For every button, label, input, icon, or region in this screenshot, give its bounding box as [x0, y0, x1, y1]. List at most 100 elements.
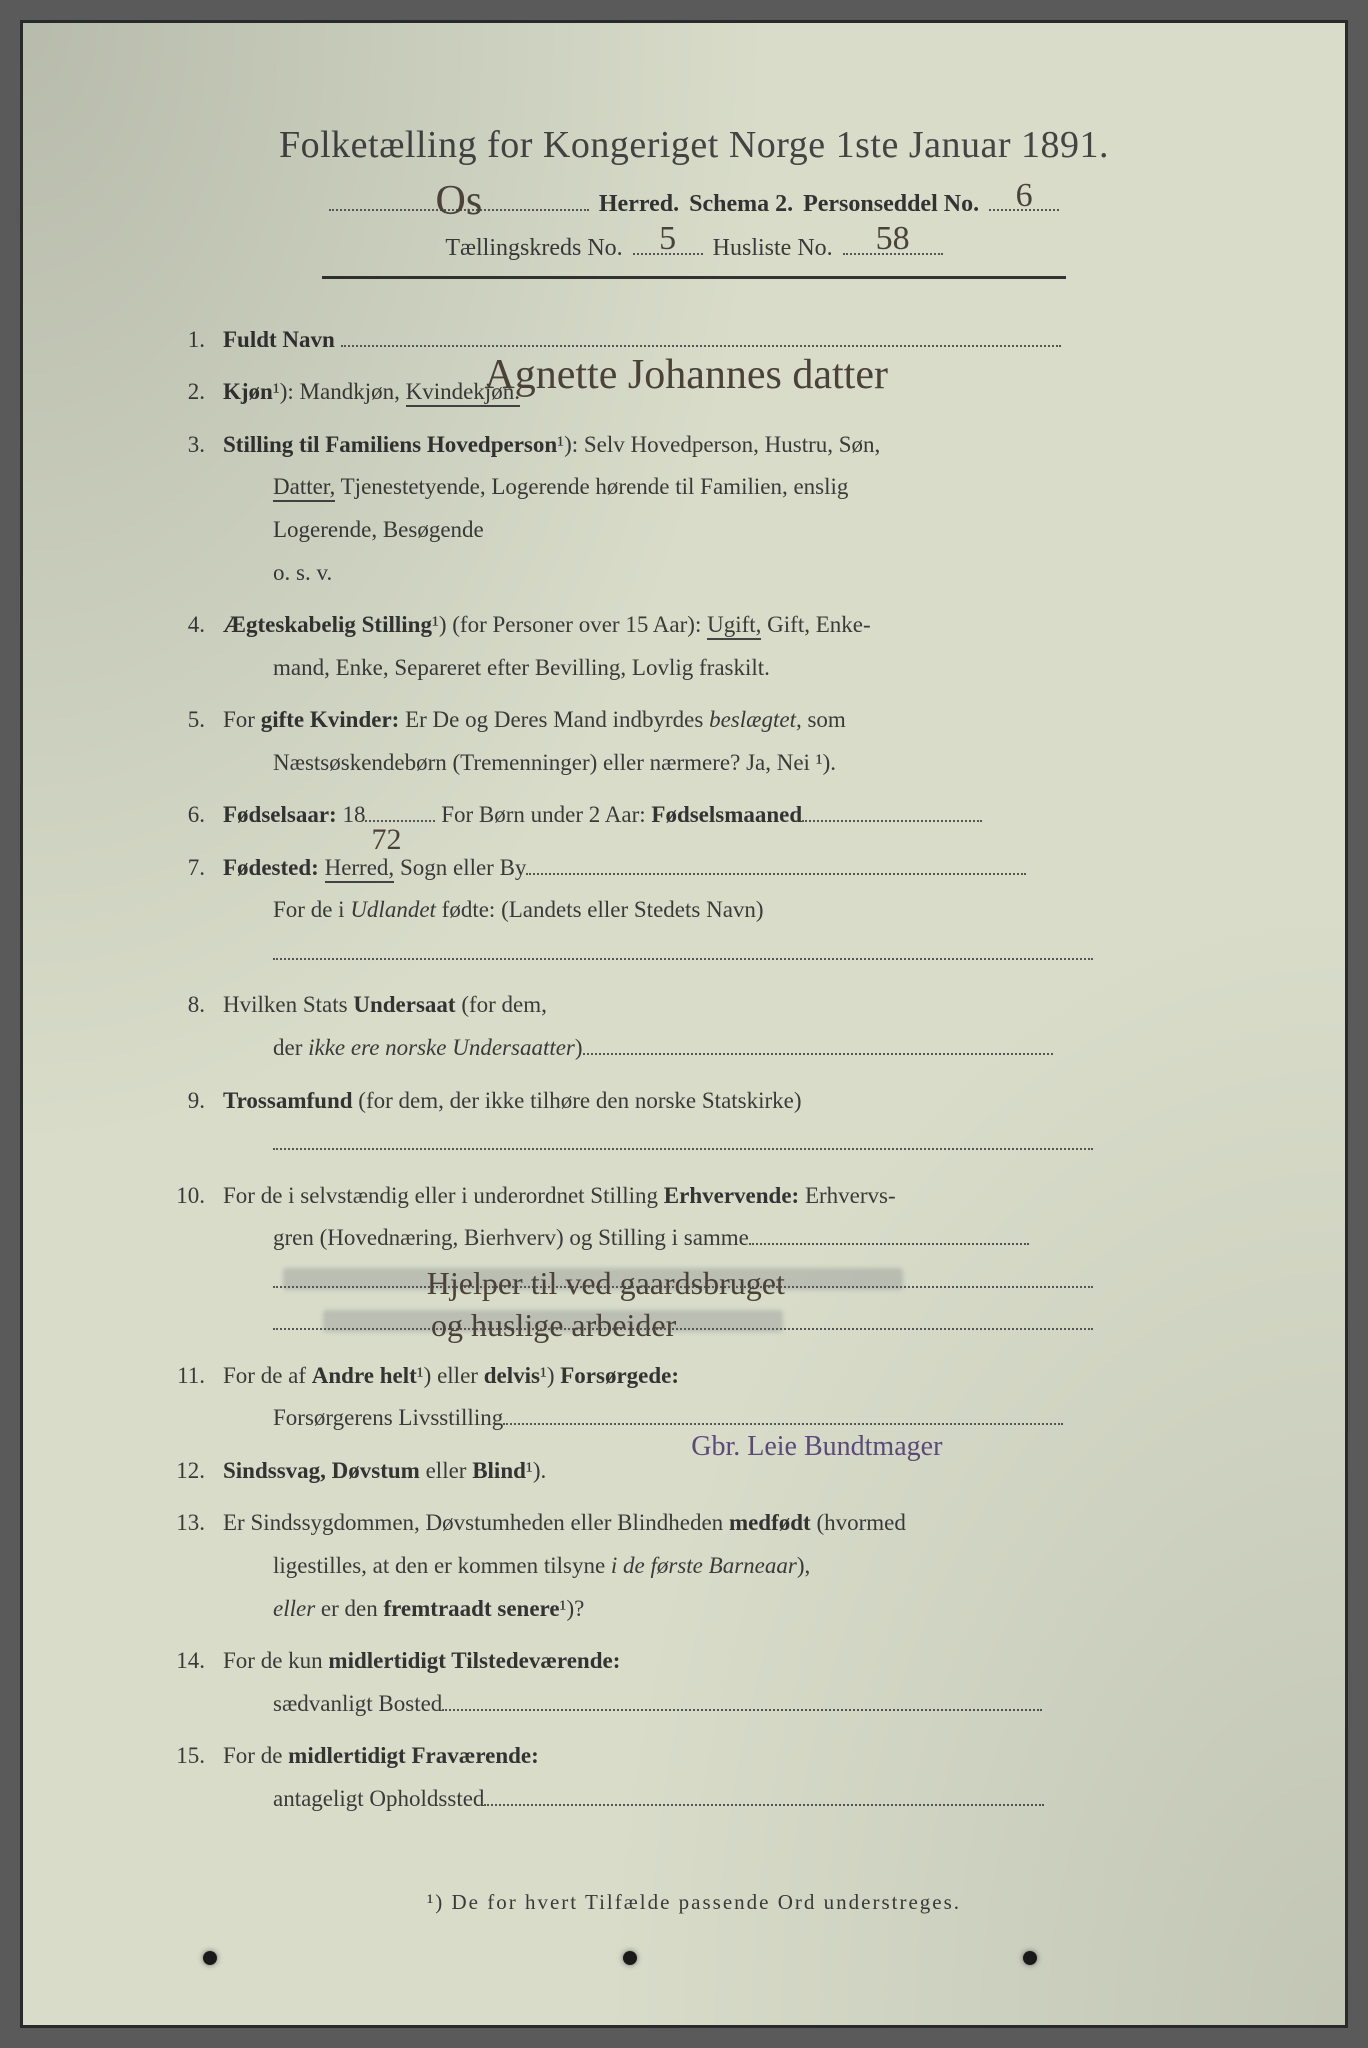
- text: ¹): Mandkjøn,: [273, 379, 406, 404]
- text-italic: eller: [273, 1596, 315, 1621]
- item-body: For gifte Kvinder: Er De og Deres Mand i…: [223, 699, 1225, 784]
- item-body: Stilling til Familiens Hovedperson¹): Se…: [223, 424, 1225, 594]
- item-num: 7.: [163, 847, 223, 975]
- item-6: 6. Fødselsaar: 1872 For Børn under 2 Aar…: [163, 794, 1225, 837]
- item-8: 8. Hvilken Stats Undersaat (for dem, der…: [163, 984, 1225, 1069]
- item-num: 1.: [163, 319, 223, 362]
- subheader-line-2: Tællingskreds No. 5 Husliste No. 58: [163, 228, 1225, 261]
- item-body: Ægteskabelig Stilling¹) (for Personer ov…: [223, 604, 1225, 689]
- text: Hvilken Stats: [223, 992, 353, 1017]
- text: ¹)?: [560, 1596, 585, 1621]
- personseddel-handwriting: 6: [1016, 177, 1033, 215]
- name-field: Agnette Johannes datter: [341, 345, 1061, 347]
- subheader-line-1: Os Herred. Schema 2. Personseddel No. 6: [163, 185, 1225, 218]
- year-field: 72: [365, 820, 435, 822]
- label-undersaat: Undersaat: [353, 992, 455, 1017]
- text: (for dem, der ikke tilhøre den norske St…: [353, 1088, 802, 1113]
- text: Gift, Enke-: [761, 612, 870, 637]
- divider: [322, 276, 1065, 279]
- cont: der ikke ere norske Undersaatter): [223, 1027, 1225, 1070]
- label-fravaerende: midlertidigt Fraværende:: [288, 1743, 539, 1768]
- cont: sædvanligt Bosted: [223, 1683, 1225, 1726]
- item-body: For de i selvstændig eller i underordnet…: [223, 1175, 1225, 1345]
- item-body: Fødselsaar: 1872 For Børn under 2 Aar: F…: [223, 794, 1225, 837]
- cont: Hjelper til ved gaardsbruget: [223, 1260, 1093, 1300]
- cont: og huslige arbeider: [223, 1302, 1093, 1342]
- item-num: 3.: [163, 424, 223, 594]
- text: er den: [315, 1596, 383, 1621]
- cont: For de i Udlandet fødte: (Landets eller …: [223, 889, 1225, 932]
- text: Sogn eller By: [394, 855, 526, 880]
- husliste-label: Husliste No.: [713, 235, 833, 262]
- kreds-handwriting: 5: [659, 220, 676, 258]
- item-1: 1. Fuldt Navn Agnette Johannes datter: [163, 319, 1225, 362]
- label-andre: Andre helt: [312, 1363, 417, 1388]
- blank-line: [583, 1053, 1053, 1055]
- text: (hvormed: [811, 1510, 906, 1535]
- item-body: Fuldt Navn Agnette Johannes datter: [223, 319, 1225, 362]
- text: For de af: [223, 1363, 312, 1388]
- text: sædvanligt Bosted: [273, 1691, 442, 1716]
- herred-label: Herred.: [599, 191, 679, 218]
- hole-punch: [623, 1951, 637, 1965]
- label-fuldt-navn: Fuldt Navn: [223, 327, 335, 352]
- cont: antageligt Opholdssted: [223, 1778, 1225, 1821]
- cont: o. s. v.: [223, 552, 1225, 595]
- kreds-field: 5: [633, 228, 703, 254]
- text-italic: i de første Barneaar: [611, 1553, 797, 1578]
- label-maaned: Fødselsmaaned: [651, 802, 802, 827]
- item-num: 8.: [163, 984, 223, 1069]
- text: [319, 855, 325, 880]
- label-gifte: gifte Kvinder:: [261, 707, 400, 732]
- text: ¹) (for Personer over 15 Aar):: [432, 612, 707, 637]
- item-num: 9.: [163, 1080, 223, 1165]
- text: For Børn under 2 Aar:: [435, 802, 651, 827]
- item-num: 14.: [163, 1640, 223, 1725]
- provider-handwriting: Gbr. Leie Bundtmager: [691, 1421, 942, 1473]
- text-italic: beslægtet,: [709, 707, 802, 732]
- herred-handwriting: Os: [436, 177, 483, 225]
- item-num: 11.: [163, 1355, 223, 1440]
- cont: Forsørgerens Livsstilling Gbr. Leie Bund…: [223, 1397, 1063, 1440]
- item-3: 3. Stilling til Familiens Hovedperson¹):…: [163, 424, 1225, 594]
- text: ¹).: [526, 1458, 546, 1483]
- text: ¹): Selv Hovedperson, Hustru, Søn,: [557, 432, 880, 457]
- item-15: 15. For de midlertidigt Fraværende: anta…: [163, 1735, 1225, 1820]
- datter-underlined: Datter,: [273, 474, 335, 502]
- blank-line: [484, 1804, 1044, 1806]
- text: ¹) eller: [417, 1363, 484, 1388]
- item-num: 10.: [163, 1175, 223, 1345]
- item-body: Trossamfund (for dem, der ikke tilhøre d…: [223, 1080, 1225, 1165]
- label-erhvervende: Erhvervende:: [664, 1183, 799, 1208]
- blank-line: [273, 1148, 1093, 1150]
- text-italic: Udlandet: [350, 897, 436, 922]
- cont: [223, 932, 1225, 975]
- text: Erhvervs-: [799, 1183, 895, 1208]
- husliste-handwriting: 58: [876, 220, 910, 258]
- label-delvis: delvis: [484, 1363, 540, 1388]
- cont: mand, Enke, Separeret efter Bevilling, L…: [223, 647, 1225, 690]
- cont: Datter, Tjenestetyende, Logerende hørend…: [223, 466, 1225, 509]
- item-num: 4.: [163, 604, 223, 689]
- herred-field: Os: [329, 185, 589, 211]
- text: Er De og Deres Mand indbyrdes: [399, 707, 709, 732]
- item-num: 2.: [163, 371, 223, 414]
- cont: ligestilles, at den er kommen tilsyne i …: [223, 1545, 1225, 1588]
- personseddel-field: 6: [989, 185, 1059, 211]
- text: For de kun: [223, 1648, 328, 1673]
- place-field: [526, 873, 1026, 875]
- hole-punch: [1023, 1951, 1037, 1965]
- item-14: 14. For de kun midlertidigt Tilstedevære…: [163, 1640, 1225, 1725]
- item-body: Hvilken Stats Undersaat (for dem, der ik…: [223, 984, 1225, 1069]
- schema-label: Schema 2.: [689, 191, 793, 218]
- cont: Næstsøskendebørn (Tremenninger) eller næ…: [223, 742, 1225, 785]
- label-stilling: Stilling til Familiens Hovedperson: [223, 432, 557, 457]
- text: ),: [797, 1553, 810, 1578]
- label-fodested: Fødested:: [223, 855, 319, 880]
- label-senere: fremtraadt senere: [383, 1596, 559, 1621]
- label-medfodt: medfødt: [729, 1510, 811, 1535]
- item-num: 12.: [163, 1450, 223, 1493]
- provider-field: Gbr. Leie Bundtmager: [503, 1423, 1063, 1425]
- item-num: 6.: [163, 794, 223, 837]
- text: fødte: (Landets eller Stedets Navn): [436, 897, 764, 922]
